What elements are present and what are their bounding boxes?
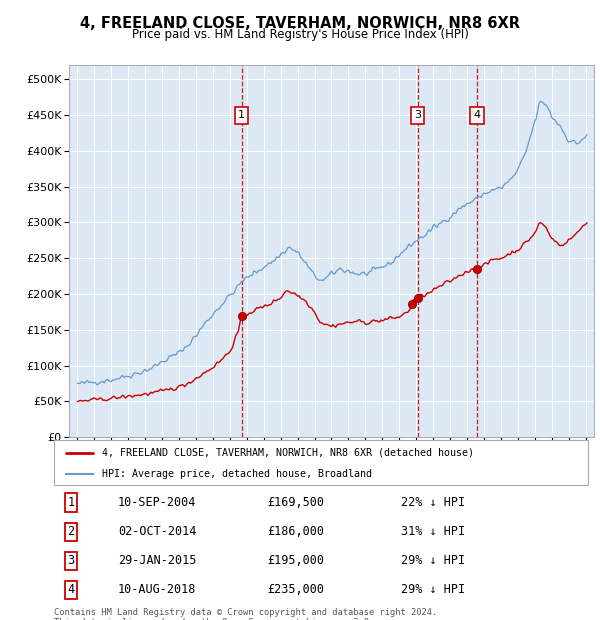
- Text: £235,000: £235,000: [268, 583, 325, 596]
- FancyBboxPatch shape: [54, 440, 588, 485]
- Text: 4: 4: [473, 110, 481, 120]
- Text: 31% ↓ HPI: 31% ↓ HPI: [401, 525, 465, 538]
- Text: 22% ↓ HPI: 22% ↓ HPI: [401, 496, 465, 509]
- Text: 2: 2: [68, 525, 74, 538]
- Text: 10-SEP-2004: 10-SEP-2004: [118, 496, 196, 509]
- Text: 4, FREELAND CLOSE, TAVERHAM, NORWICH, NR8 6XR (detached house): 4, FREELAND CLOSE, TAVERHAM, NORWICH, NR…: [102, 448, 474, 458]
- Text: HPI: Average price, detached house, Broadland: HPI: Average price, detached house, Broa…: [102, 469, 372, 479]
- Text: Price paid vs. HM Land Registry's House Price Index (HPI): Price paid vs. HM Land Registry's House …: [131, 28, 469, 41]
- Text: 29% ↓ HPI: 29% ↓ HPI: [401, 554, 465, 567]
- Text: 1: 1: [68, 496, 74, 509]
- Text: 02-OCT-2014: 02-OCT-2014: [118, 525, 196, 538]
- Text: 29-JAN-2015: 29-JAN-2015: [118, 554, 196, 567]
- Text: £195,000: £195,000: [268, 554, 325, 567]
- Text: 1: 1: [238, 110, 245, 120]
- Text: 3: 3: [414, 110, 421, 120]
- Text: 4, FREELAND CLOSE, TAVERHAM, NORWICH, NR8 6XR: 4, FREELAND CLOSE, TAVERHAM, NORWICH, NR…: [80, 16, 520, 30]
- Text: 3: 3: [68, 554, 74, 567]
- Text: 29% ↓ HPI: 29% ↓ HPI: [401, 583, 465, 596]
- Text: £169,500: £169,500: [268, 496, 325, 509]
- Text: 10-AUG-2018: 10-AUG-2018: [118, 583, 196, 596]
- Text: Contains HM Land Registry data © Crown copyright and database right 2024.
This d: Contains HM Land Registry data © Crown c…: [54, 608, 437, 620]
- Text: 4: 4: [68, 583, 74, 596]
- Text: £186,000: £186,000: [268, 525, 325, 538]
